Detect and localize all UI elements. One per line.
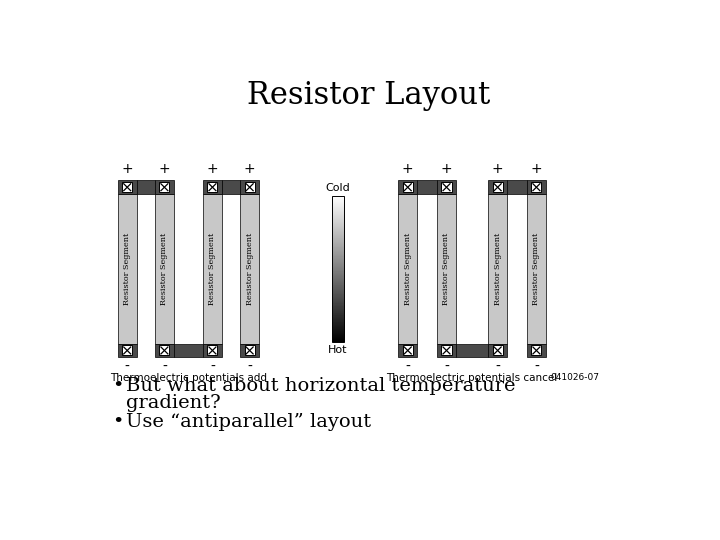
Text: Thermoelectric potentials add: Thermoelectric potentials add [110,373,267,383]
Bar [240,343,259,357]
Text: Resistor Segment: Resistor Segment [532,233,541,305]
Bar [203,180,222,194]
Text: Resistor Segment: Resistor Segment [246,233,253,305]
Bar [398,343,417,357]
Bar [245,346,255,355]
Bar [527,180,546,194]
Text: -: - [495,360,500,374]
Bar [417,180,437,194]
Bar [402,346,413,355]
Bar [402,182,413,192]
Bar [159,346,169,355]
Bar [240,180,259,194]
Text: Resistor Layout: Resistor Layout [248,80,490,111]
Text: Resistor Segment: Resistor Segment [161,233,168,305]
Text: Cold: Cold [325,183,351,193]
Text: -: - [162,360,167,374]
Text: Resistor Segment: Resistor Segment [123,233,131,305]
Bar [488,194,507,343]
Bar [118,194,137,343]
Text: -: - [247,360,252,374]
Text: -: - [444,360,449,374]
Bar [222,180,240,194]
Text: +: + [402,163,413,177]
Text: +: + [441,163,452,177]
Text: +: + [207,163,218,177]
Text: 041026-07: 041026-07 [550,373,599,382]
Bar [203,343,222,357]
Text: Resistor Segment: Resistor Segment [209,233,217,305]
Bar [122,182,132,192]
Text: gradient?: gradient? [126,394,220,411]
Bar [437,180,456,194]
Text: Resistor Segment: Resistor Segment [443,233,451,305]
Text: +: + [492,163,503,177]
Bar [118,180,137,194]
Bar [240,194,259,343]
Bar [118,343,137,357]
Text: Thermoelectric potentials cancel: Thermoelectric potentials cancel [387,373,558,383]
Text: +: + [244,163,256,177]
Bar [441,346,451,355]
Bar [488,343,507,357]
Text: Use “antiparallel” layout: Use “antiparallel” layout [126,413,371,431]
Bar [398,180,417,194]
Text: But what about horizontal temperature: But what about horizontal temperature [126,377,515,395]
Text: Resistor Segment: Resistor Segment [494,233,502,305]
Bar [527,194,546,343]
Bar [492,182,503,192]
Text: -: - [534,360,539,374]
Bar [159,182,169,192]
Text: Resistor Segment: Resistor Segment [404,233,412,305]
Bar [441,182,451,192]
Bar [527,343,546,357]
Bar [174,343,203,357]
Bar [332,195,344,342]
Bar [437,343,456,357]
Bar [456,343,488,357]
Bar [488,180,507,194]
Bar [122,346,132,355]
Bar [398,194,417,343]
Bar [531,182,541,192]
Text: •: • [112,377,123,395]
Bar [207,182,217,192]
Bar [437,194,456,343]
Text: -: - [210,360,215,374]
Bar [155,194,174,343]
Text: +: + [122,163,133,177]
Bar [155,343,174,357]
Text: +: + [158,163,170,177]
Text: -: - [405,360,410,374]
Text: +: + [531,163,542,177]
Bar [507,180,527,194]
Bar [137,180,155,194]
Text: -: - [125,360,130,374]
Bar [155,180,174,194]
Bar [492,346,503,355]
Bar [203,194,222,343]
Bar [245,182,255,192]
Text: •: • [112,413,123,431]
Text: Hot: Hot [328,345,348,355]
Bar [207,346,217,355]
Bar [531,346,541,355]
